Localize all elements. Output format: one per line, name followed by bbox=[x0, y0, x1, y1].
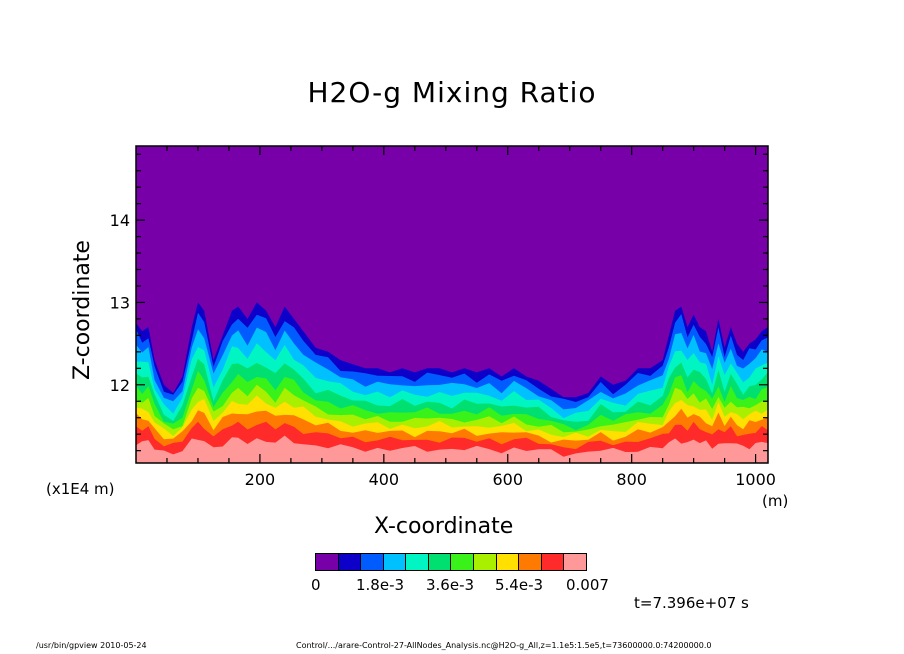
moisture-level-11 bbox=[136, 435, 768, 463]
colorbar-swatch bbox=[541, 554, 565, 570]
colorbar-swatch bbox=[361, 554, 384, 570]
colorbar-tick-label: 1.8e-3 bbox=[356, 576, 405, 594]
colorbar-tick-label: 5.4e-3 bbox=[495, 576, 544, 594]
y-tick-label: 14 bbox=[110, 211, 130, 230]
x-axis-unit: (m) bbox=[762, 492, 789, 510]
x-axis-label: X-coordinate bbox=[374, 514, 514, 539]
footer-program: /usr/bin/gpview 2010-05-24 bbox=[36, 641, 147, 650]
x-tick-label: 400 bbox=[369, 470, 400, 489]
colorbar-swatch bbox=[338, 554, 362, 570]
colorbar-swatch bbox=[474, 554, 497, 570]
x-tick-label: 800 bbox=[616, 470, 647, 489]
colorbar-swatch bbox=[428, 554, 452, 570]
colorbar-tick-label: 0.007 bbox=[566, 576, 609, 594]
colorbar bbox=[315, 553, 587, 571]
footer-source: Control/.../arare-Control-27-AllNodes_An… bbox=[296, 641, 712, 650]
x-tick-label: 200 bbox=[245, 470, 276, 489]
colorbar-tick-label: 3.6e-3 bbox=[426, 576, 475, 594]
colorbar-swatch bbox=[564, 554, 586, 570]
axis-ticks: 200 400 600 800 1000 12 13 14 bbox=[110, 146, 776, 489]
colorbar-tick-label: 0 bbox=[311, 576, 321, 594]
colorbar-swatch bbox=[406, 554, 429, 570]
colorbar-swatch bbox=[383, 554, 407, 570]
time-label: t=7.396e+07 s bbox=[634, 594, 749, 612]
colorbar-swatch bbox=[451, 554, 475, 570]
x-tick-label: 600 bbox=[492, 470, 523, 489]
y-tick-label: 12 bbox=[110, 376, 130, 395]
chart-title: H2O-g Mixing Ratio bbox=[307, 76, 597, 109]
plot-frame bbox=[135, 145, 769, 464]
y-axis-unit: (x1E4 m) bbox=[46, 480, 115, 498]
moisture-bands bbox=[136, 146, 768, 463]
colorbar-swatch bbox=[496, 554, 520, 570]
x-tick-label: 1000 bbox=[735, 470, 776, 489]
y-tick-label: 13 bbox=[110, 293, 130, 312]
colorbar-swatch bbox=[316, 554, 339, 570]
y-axis-label: Z-coordinate bbox=[70, 240, 95, 380]
colorbar-swatch bbox=[519, 554, 542, 570]
